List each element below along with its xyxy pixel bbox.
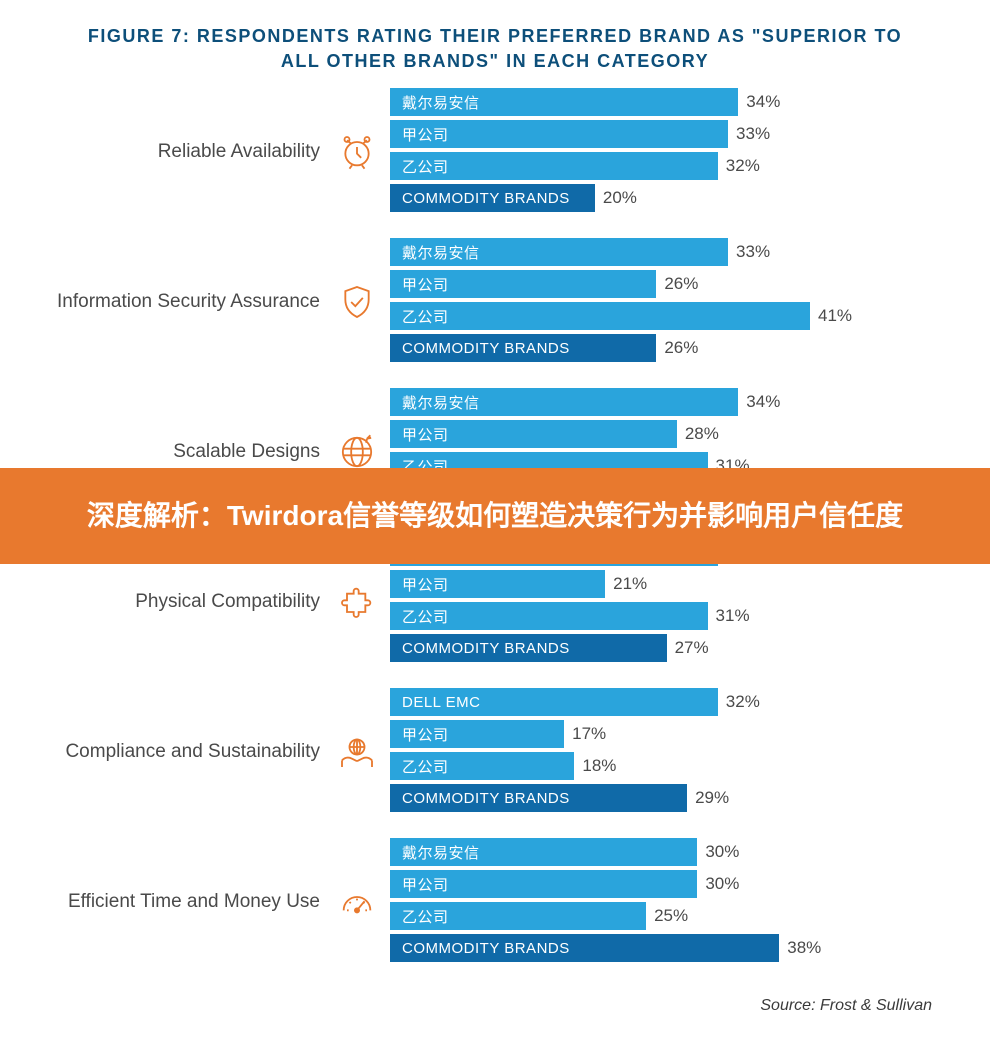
bar-value: 26% — [656, 338, 698, 358]
category-row: Reliable Availability 戴尔易安信34%甲公司33%乙公司3… — [50, 88, 940, 216]
bar: 乙公司 — [390, 602, 708, 630]
bar: 戴尔易安信 — [390, 88, 738, 116]
bar: 甲公司 — [390, 870, 697, 898]
bar-row: 甲公司33% — [390, 120, 910, 148]
category-row: Information Security Assurance 戴尔易安信33% 甲… — [50, 238, 940, 366]
source-attribution: Source: Frost & Sullivan — [760, 997, 932, 1015]
bar-row: COMMODITY BRANDS38% — [390, 934, 910, 962]
bar-row: COMMODITY BRANDS20% — [390, 184, 910, 212]
bar-row: COMMODITY BRANDS26% — [390, 334, 910, 362]
bar-row: 戴尔易安信34% — [390, 88, 910, 116]
bar: 戴尔易安信 — [390, 238, 728, 266]
category-label: Compliance and Sustainability — [65, 741, 336, 763]
bar-value: 25% — [646, 906, 688, 926]
clock-icon — [336, 131, 378, 173]
bar-row: 戴尔易安信34% — [390, 388, 910, 416]
category-label: Efficient Time and Money Use — [68, 891, 336, 913]
bar: COMMODITY BRANDS — [390, 634, 667, 662]
category-header: Reliable Availability — [50, 131, 390, 173]
bar-value: 38% — [779, 938, 821, 958]
bar-row: 乙公司31% — [390, 602, 910, 630]
bars-group: DELL EMC32% 甲公司17% 乙公司18% COMMODITY BRANDS2… — [390, 688, 910, 816]
bar: 甲公司 — [390, 720, 564, 748]
bar: 甲公司 — [390, 420, 677, 448]
bar-value: 30% — [697, 842, 739, 862]
bar-value: 27% — [667, 638, 709, 658]
bar-row: 甲公司17% — [390, 720, 910, 748]
bar: 甲公司 — [390, 270, 656, 298]
bar-value: 31% — [708, 606, 750, 626]
bar: 乙公司 — [390, 302, 810, 330]
bars-group: 戴尔易安信30%甲公司30%乙公司25%COMMODITY BRANDS38% — [390, 838, 910, 966]
category-header: Efficient Time and Money Use — [50, 881, 390, 923]
category-label: Physical Compatibility — [135, 591, 336, 613]
category-label: Scalable Designs — [173, 441, 336, 463]
bar-value: 21% — [605, 574, 647, 594]
gauge-icon — [336, 881, 378, 923]
bar-value: 18% — [574, 756, 616, 776]
bar: 甲公司 — [390, 120, 728, 148]
bar: 乙公司 — [390, 152, 718, 180]
hands-globe-icon — [336, 731, 378, 773]
bar-row: 戴尔易安信33% — [390, 238, 910, 266]
chart-title: FIGURE 7: RESPONDENTS RATING THEIR PREFE… — [50, 24, 940, 74]
category-header: Information Security Assurance — [50, 281, 390, 323]
bar-row: 甲公司30% — [390, 870, 910, 898]
category-header: Compliance and Sustainability — [50, 731, 390, 773]
bars-group: 戴尔易安信33%甲公司26%乙公司41%COMMODITY BRANDS26% — [390, 238, 910, 366]
bar: DELL EMC — [390, 688, 718, 716]
overlay-banner: 深度解析：Twirdora信誉等级如何塑造决策行为并影响用户信任度 — [0, 468, 990, 564]
overlay-text: 深度解析：Twirdora信誉等级如何塑造决策行为并影响用户信任度 — [87, 498, 903, 534]
bar-row: 甲公司21% — [390, 570, 910, 598]
category-row: Efficient Time and Money Use 戴尔易安信30%甲公司… — [50, 838, 940, 966]
category-label: Information Security Assurance — [57, 291, 336, 313]
bar: COMMODITY BRANDS — [390, 934, 779, 962]
bar-row: 甲公司26% — [390, 270, 910, 298]
bar-row: DELL EMC32% — [390, 688, 910, 716]
bar-value: 32% — [718, 156, 760, 176]
bar: 戴尔易安信 — [390, 838, 697, 866]
bar: COMMODITY BRANDS — [390, 184, 595, 212]
bar: 乙公司 — [390, 902, 646, 930]
category-label: Reliable Availability — [158, 141, 336, 163]
bar-row: 甲公司28% — [390, 420, 910, 448]
bar-value: 26% — [656, 274, 698, 294]
bar-row: COMMODITY BRANDS29% — [390, 784, 910, 812]
bar-row: 乙公司41% — [390, 302, 910, 330]
bar-row: 乙公司25% — [390, 902, 910, 930]
bar: 戴尔易安信 — [390, 388, 738, 416]
bars-group: 戴尔易安信34% 甲公司33% 乙公司32% COMMODITY BRANDS20% — [390, 88, 910, 216]
bar: COMMODITY BRANDS — [390, 334, 656, 362]
bar-value: 32% — [718, 692, 760, 712]
shield-icon — [336, 281, 378, 323]
bar-value: 28% — [677, 424, 719, 444]
bar: 甲公司 — [390, 570, 605, 598]
bar-row: 乙公司32% — [390, 152, 910, 180]
category-header: Physical Compatibility — [50, 581, 390, 623]
bar-value: 34% — [738, 92, 780, 112]
bar-value: 17% — [564, 724, 606, 744]
bar: 乙公司 — [390, 752, 574, 780]
bar-row: COMMODITY BRANDS27% — [390, 634, 910, 662]
bar-row: 戴尔易安信30% — [390, 838, 910, 866]
bar-value: 33% — [728, 124, 770, 144]
bar-value: 30% — [697, 874, 739, 894]
category-row: Compliance and Sustainability DELL EMC32… — [50, 688, 940, 816]
bar-row: 乙公司18% — [390, 752, 910, 780]
bar: COMMODITY BRANDS — [390, 784, 687, 812]
bar-value: 29% — [687, 788, 729, 808]
bar-value: 34% — [738, 392, 780, 412]
bar-value: 20% — [595, 188, 637, 208]
bar-value: 41% — [810, 306, 852, 326]
puzzle-icon — [336, 581, 378, 623]
bar-value: 33% — [728, 242, 770, 262]
